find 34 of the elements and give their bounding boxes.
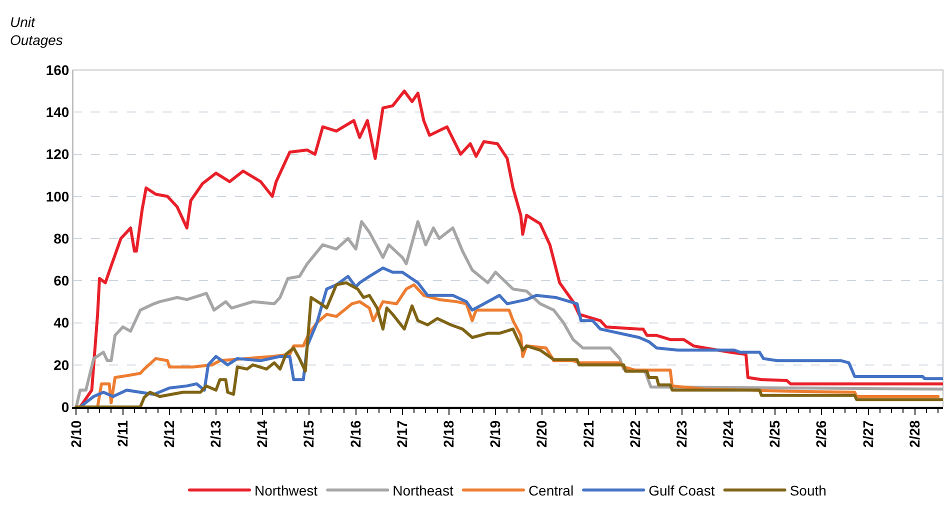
y-tick-label: 20 <box>54 356 70 373</box>
y-tick-label: 100 <box>46 188 70 204</box>
x-tick-label: 2/22 <box>626 420 643 448</box>
x-tick-label: 2/10 <box>68 420 84 448</box>
x-tick-label: 2/17 <box>394 420 410 448</box>
x-tick-label: 2/20 <box>534 420 550 448</box>
y-tick-label: 160 <box>46 62 70 78</box>
y-tick-label: 60 <box>54 272 70 289</box>
y-axis-title: Unit Outages <box>10 14 63 48</box>
legend-label: Northeast <box>392 482 454 498</box>
y-tick-label: 40 <box>54 314 70 331</box>
x-tick-label: 2/11 <box>114 420 130 447</box>
x-tick-label: 2/18 <box>440 420 456 448</box>
x-tick-label: 2/14 <box>254 420 270 448</box>
y-tick-label: 0 <box>61 398 70 415</box>
x-tick-label: 2/15 <box>300 420 317 448</box>
x-tick-label: 2/28 <box>906 420 922 448</box>
x-tick-label: 2/12 <box>160 420 177 448</box>
y-tick-label: 80 <box>54 230 70 246</box>
legend-label: Gulf Coast <box>648 482 715 498</box>
x-tick-label: 2/19 <box>487 420 504 448</box>
legend-label: Central <box>528 482 574 498</box>
x-tick-label: 2/26 <box>813 420 830 448</box>
x-tick-label: 2/13 <box>208 420 224 448</box>
legend-label: Northwest <box>254 482 318 498</box>
legend-label: South <box>790 482 826 498</box>
x-tick-label: 2/25 <box>766 420 783 448</box>
x-tick-label: 2/27 <box>860 420 876 448</box>
x-tick-label: 2/23 <box>673 420 690 448</box>
x-tick-label: 2/21 <box>580 420 596 448</box>
x-tick-label: 2/24 <box>720 420 736 448</box>
y-tick-label: 120 <box>46 146 70 162</box>
x-tick-label: 2/16 <box>347 420 364 448</box>
y-tick-label: 140 <box>46 104 70 120</box>
